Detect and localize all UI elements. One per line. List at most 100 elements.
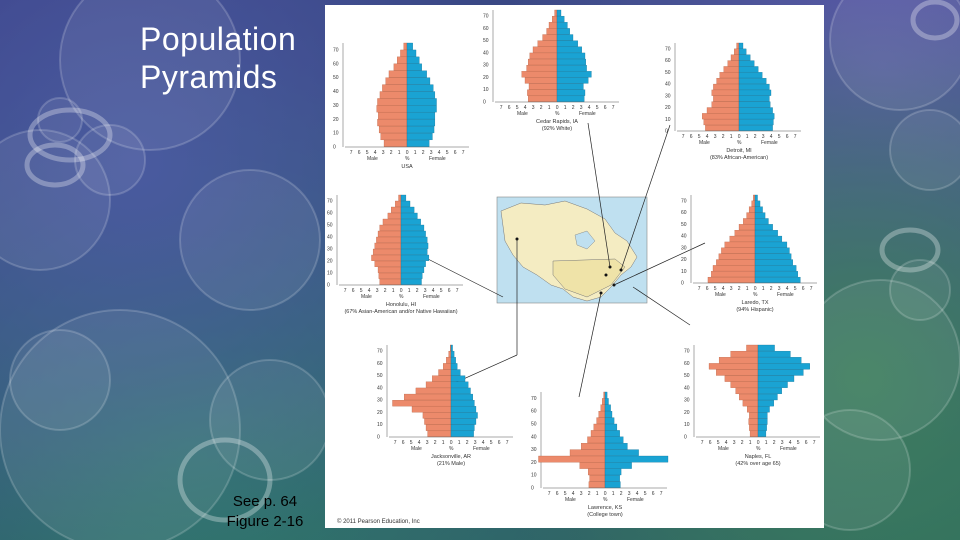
male-bar [730,54,740,61]
female-bar [754,224,773,231]
x-tick-label: 5 [698,134,701,140]
y-tick-label: 10 [483,87,489,93]
percent-label: % [449,446,454,452]
male-label: Male [699,140,710,146]
female-bar [754,271,798,278]
male-bar [528,58,558,66]
female-bar [450,393,473,401]
x-tick-label: 7 [350,150,353,156]
female-bar [738,107,773,114]
male-bar [376,236,402,243]
female-bar [406,119,436,127]
male-bar [581,443,606,450]
x-tick-label: 5 [366,150,369,156]
male-label: Male [411,446,422,452]
y-tick-label: 10 [531,473,537,479]
male-bar [391,206,402,213]
y-tick-label: 20 [483,75,489,81]
pyramid-name: Cedar Rapids, IA [536,119,578,125]
x-tick-label: 1 [458,440,461,446]
x-tick-label: 5 [596,105,599,111]
female-bar [757,424,767,431]
female-bar [450,424,475,431]
female-bar [406,126,435,134]
female-label: Female [579,111,596,117]
x-tick-label: 4 [438,150,441,156]
male-bar [388,70,408,78]
x-tick-label: 6 [604,105,607,111]
female-bar [450,430,474,437]
male-bar [529,52,558,60]
x-tick-label: 2 [722,134,725,140]
y-tick-label: 0 [531,486,534,492]
x-tick-label: 7 [682,134,685,140]
male-bar [427,430,452,437]
male-bar [382,218,402,225]
male-bar [588,481,606,488]
female-bar [738,72,763,79]
x-tick-label: 7 [500,105,503,111]
x-tick-label: 6 [454,150,457,156]
x-tick-label: 0 [400,288,403,294]
male-bar [372,248,402,255]
x-tick-label: 7 [456,288,459,294]
female-bar [406,112,436,120]
x-tick-label: 5 [717,440,720,446]
y-tick-label: 70 [483,14,489,20]
y-tick-label: 10 [333,131,339,137]
male-bar [730,381,759,388]
x-tick-label: 7 [394,440,397,446]
female-bar [757,381,788,388]
male-bar [724,241,756,248]
female-bar [757,406,770,413]
male-bar [378,272,402,279]
male-label: Male [565,497,576,503]
x-tick-label: 4 [572,491,575,497]
male-bar [378,126,408,134]
female-bar [738,54,751,61]
x-tick-label: 5 [644,491,647,497]
x-tick-label: 1 [596,491,599,497]
y-tick-label: 50 [681,222,687,228]
x-tick-label: 2 [384,288,387,294]
male-bar [736,42,740,49]
x-tick-label: 4 [706,134,709,140]
female-bar [400,236,428,243]
x-tick-label: 6 [709,440,712,446]
x-tick-label: 3 [714,134,717,140]
male-bar [598,411,606,418]
male-bar [723,66,740,73]
pyramid-subtitle: (83% African-American) [710,155,768,161]
female-bar [754,235,783,242]
y-tick-label: 70 [681,198,687,204]
female-bar [556,71,592,78]
y-tick-label: 50 [531,422,537,428]
female-bar [757,369,804,376]
male-bar [747,406,759,413]
male-bar [378,112,408,120]
y-tick-label: 40 [377,385,383,391]
female-bar [400,248,428,255]
female-bar [604,411,613,418]
x-tick-label: 1 [398,150,401,156]
pyramid-name: Honolulu, HI [386,302,417,308]
x-tick-label: 7 [612,105,615,111]
male-bar [537,40,558,47]
female-bar [450,381,469,388]
y-tick-label: 20 [684,410,690,416]
male-bar [719,72,740,79]
female-bar [738,89,772,96]
female-bar [738,78,767,85]
caption-page-ref: See p. 64 [232,493,298,510]
female-bar [406,91,436,99]
x-tick-label: 7 [810,286,813,292]
male-bar [400,49,408,57]
x-tick-label: 4 [432,288,435,294]
x-tick-label: 1 [749,440,752,446]
female-bar [754,212,766,219]
male-bar [380,132,408,141]
male-bar [589,475,606,482]
x-tick-label: 4 [725,440,728,446]
male-bar [746,344,759,352]
